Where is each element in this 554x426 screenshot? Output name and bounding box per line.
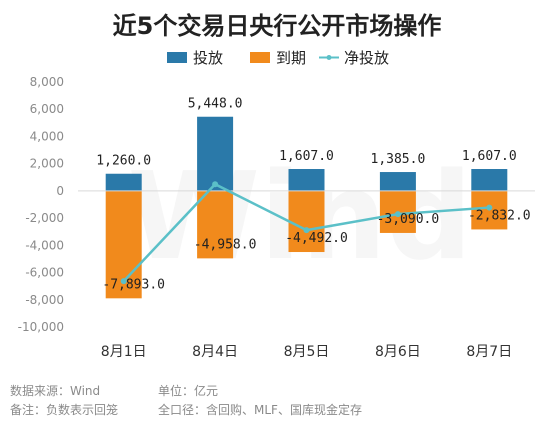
y-tick-label: 0 [56, 184, 64, 198]
x-category-label: 8月6日 [375, 344, 421, 360]
net-marker [303, 227, 310, 234]
legend-label-launch: 投放 [193, 49, 223, 67]
footer-scope: 全口径：含回购、MLF、国库现金定存 [158, 402, 362, 417]
footer-source: 数据来源：Wind [10, 383, 100, 398]
x-category-label: 8月7日 [466, 344, 512, 360]
footer-unit: 单位：亿元 [158, 383, 218, 398]
net-line-series [120, 181, 493, 285]
legend-label-net: 净投放 [344, 49, 389, 67]
y-tick-label: 6,000 [30, 102, 64, 116]
data-label-maturity: -4,958.0 [194, 237, 257, 252]
net-marker [212, 181, 219, 188]
data-label-launch: 1,607.0 [279, 149, 334, 164]
y-tick-label: 8,000 [30, 75, 64, 89]
y-tick-label: -10,000 [18, 320, 64, 334]
legend: 投放 到期 净投放 [167, 49, 389, 67]
data-label-launch: 1,385.0 [371, 152, 426, 167]
net-marker [120, 278, 127, 285]
y-axis-ticks: 8,000 6,000 4,000 2,000 0 -2,000 -4,000 -6,000 -… [18, 75, 64, 334]
bar-launch [197, 116, 234, 191]
bar-maturity [288, 190, 325, 253]
x-category-label: 8月4日 [192, 344, 238, 360]
x-category-label: 8月1日 [101, 344, 147, 360]
y-tick-label: -8,000 [25, 293, 64, 307]
legend-label-maturity: 到期 [276, 49, 306, 67]
y-tick-label: -6,000 [25, 266, 64, 280]
data-label-maturity: -2,832.0 [468, 208, 531, 223]
legend-swatch-net-marker [326, 55, 332, 60]
legend-swatch-launch [167, 52, 187, 63]
bar-maturity [197, 190, 234, 259]
bar-launch [288, 169, 325, 191]
y-tick-label: -2,000 [25, 211, 64, 225]
x-category-label: 8月5日 [284, 344, 330, 360]
y-tick-label: 4,000 [30, 129, 64, 143]
x-axis-labels: 8月1日 8月4日 8月5日 8月6日 8月7日 [101, 344, 512, 360]
bar-launch [471, 169, 508, 191]
bar-launch [379, 172, 416, 191]
bars [105, 116, 508, 299]
net-marker [486, 204, 493, 211]
footer: 数据来源：Wind 单位：亿元 备注：负数表示回笼 全口径：含回购、MLF、国库… [10, 383, 362, 417]
data-label-maturity: -3,090.0 [377, 212, 440, 227]
footer-note: 备注：负数表示回笼 [10, 402, 118, 417]
data-label-maturity: -4,492.0 [285, 231, 348, 246]
y-tick-label: -4,000 [25, 238, 64, 252]
data-labels: 1,260.0 5,448.0 1,607.0 1,385.0 1,607.0 -7,89… [96, 97, 530, 293]
data-label-launch: 5,448.0 [188, 97, 243, 112]
data-label-maturity: -7,893.0 [102, 277, 165, 292]
chart-title: 近5个交易日央行公开市场操作 [113, 12, 442, 40]
bar-launch [105, 173, 142, 191]
data-label-launch: 1,607.0 [462, 149, 517, 164]
legend-swatch-maturity [250, 52, 270, 63]
data-label-launch: 1,260.0 [96, 154, 151, 169]
net-marker [394, 211, 401, 218]
y-tick-label: 2,000 [30, 157, 64, 171]
